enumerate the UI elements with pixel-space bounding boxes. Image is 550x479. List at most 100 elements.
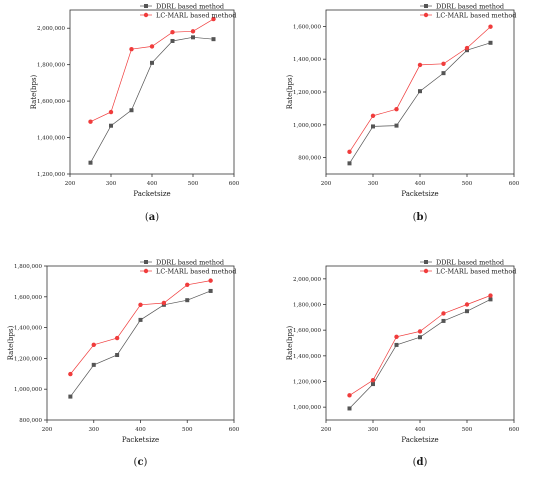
x-tick-label: 600	[509, 181, 520, 187]
data-point-ddrl	[170, 38, 175, 43]
data-point-lc-marl	[370, 378, 376, 383]
data-point-ddrl	[68, 394, 73, 399]
legend-label: LC-MARL based method	[436, 11, 516, 19]
data-point-lc-marl	[441, 61, 446, 66]
x-tick-label: 600	[509, 427, 520, 433]
series-line-ddrl	[349, 42, 491, 164]
x-tick-label: 400	[415, 427, 426, 433]
panel-label-letter: b	[417, 212, 424, 223]
x-tick-label: 200	[321, 427, 332, 433]
data-point-lc-marl	[394, 334, 399, 340]
data-point-lc-marl	[170, 30, 175, 35]
data-point-ddrl	[129, 108, 134, 113]
chart-panel-c: 200 300 400 500 600 800,000 1,000,000 1,200,000…	[7, 258, 240, 468]
data-point-lc-marl	[114, 335, 120, 341]
x-tick-label: 500	[182, 427, 193, 433]
legend-marker-circle	[143, 268, 149, 274]
data-point-ddrl	[115, 353, 120, 358]
data-point-lc-marl	[68, 371, 73, 377]
data-point-ddrl	[211, 37, 216, 42]
panel-label: (b)	[413, 212, 428, 223]
y-tick-label: 1,000,000	[293, 405, 321, 411]
x-tick-label: 500	[462, 427, 473, 433]
data-point-ddrl	[418, 89, 422, 94]
data-point-ddrl	[441, 71, 446, 76]
data-point-ddrl	[371, 124, 375, 129]
data-point-lc-marl	[138, 302, 143, 308]
data-point-lc-marl	[488, 24, 493, 29]
series-line-lc-marl	[70, 280, 211, 375]
data-point-lc-marl	[88, 119, 93, 124]
panel-label-letter: c	[137, 457, 143, 468]
data-point-ddrl	[150, 60, 154, 65]
x-tick-label: 300	[89, 427, 100, 433]
legend-marker-circle	[423, 12, 429, 18]
chart-panel-a: 200 300 400 500 600 1,200,000 1,400,000 1,600,0…	[30, 2, 240, 223]
data-point-lc-marl	[464, 45, 470, 51]
data-point-ddrl	[191, 35, 195, 40]
panel-label-paren: (	[134, 457, 138, 468]
data-point-ddrl	[185, 298, 190, 303]
panel-label-paren: )	[424, 212, 428, 223]
panel-label-letter: a	[149, 212, 156, 223]
x-tick-label: 500	[462, 181, 473, 187]
y-tick-label: 1,400,000	[293, 354, 321, 360]
y-axis-label: Rate(bps)	[30, 74, 38, 109]
data-point-ddrl	[88, 160, 93, 165]
x-tick-label: 400	[415, 181, 426, 187]
panel-label-letter: d	[417, 457, 424, 468]
x-tick-label: 400	[135, 427, 146, 433]
x-tick-label: 300	[368, 427, 379, 433]
x-tick-label: 200	[42, 427, 53, 433]
y-tick-label: 1,400,000	[293, 57, 321, 63]
y-tick-label: 1,000,000	[293, 123, 321, 129]
legend-label: DDRL based method	[436, 258, 504, 266]
data-point-lc-marl	[161, 300, 167, 306]
y-tick-label: 1,800,000	[293, 303, 321, 309]
data-point-ddrl	[418, 335, 422, 340]
data-point-ddrl	[138, 317, 143, 322]
series-line-ddrl	[349, 299, 491, 409]
chart-panel-b: 200 300 400 500 600 800,000 1,000,000 1,200,000…	[286, 2, 520, 223]
panel-label: (d)	[413, 457, 428, 468]
legend-label: DDRL based method	[436, 2, 504, 10]
panel-label-paren: )	[424, 457, 428, 468]
plot-frame	[46, 265, 235, 421]
x-axis-label: Packetsize	[401, 436, 438, 444]
y-axis-label: Rate(bps)	[286, 325, 294, 360]
panel-label: (a)	[145, 212, 159, 223]
panel-label-paren: )	[155, 212, 159, 223]
x-axis-label: Packetsize	[401, 190, 438, 198]
data-point-lc-marl	[488, 293, 493, 298]
data-point-lc-marl	[441, 311, 446, 316]
data-point-lc-marl	[211, 16, 216, 22]
data-point-lc-marl	[394, 107, 399, 112]
y-tick-label: 1,200,000	[293, 90, 321, 96]
y-axis-label: Rate(bps)	[286, 74, 294, 109]
series-line-lc-marl	[90, 18, 214, 123]
y-tick-label: 1,800,000	[37, 63, 65, 69]
panel-label-paren: (	[413, 457, 417, 468]
legend-marker-square	[144, 4, 148, 8]
y-tick-label: 800,000	[298, 156, 321, 162]
x-tick-label: 600	[229, 181, 240, 187]
data-point-ddrl	[394, 342, 399, 347]
panel-label: (c)	[134, 457, 148, 468]
data-point-lc-marl	[417, 62, 423, 68]
y-tick-label: 1,800,000	[14, 264, 42, 270]
y-tick-label: 1,200,000	[293, 380, 321, 386]
series-line-ddrl	[90, 36, 214, 163]
data-point-lc-marl	[149, 44, 155, 49]
legend-marker-circle	[143, 12, 149, 18]
y-tick-label: 1,400,000	[14, 326, 42, 332]
x-tick-label: 400	[147, 181, 158, 187]
panel-label-paren: (	[145, 212, 149, 223]
x-tick-label: 200	[65, 181, 76, 187]
y-tick-label: 2,000,000	[37, 26, 65, 32]
legend-marker-square	[424, 4, 428, 8]
y-tick-label: 1,000,000	[14, 387, 42, 393]
